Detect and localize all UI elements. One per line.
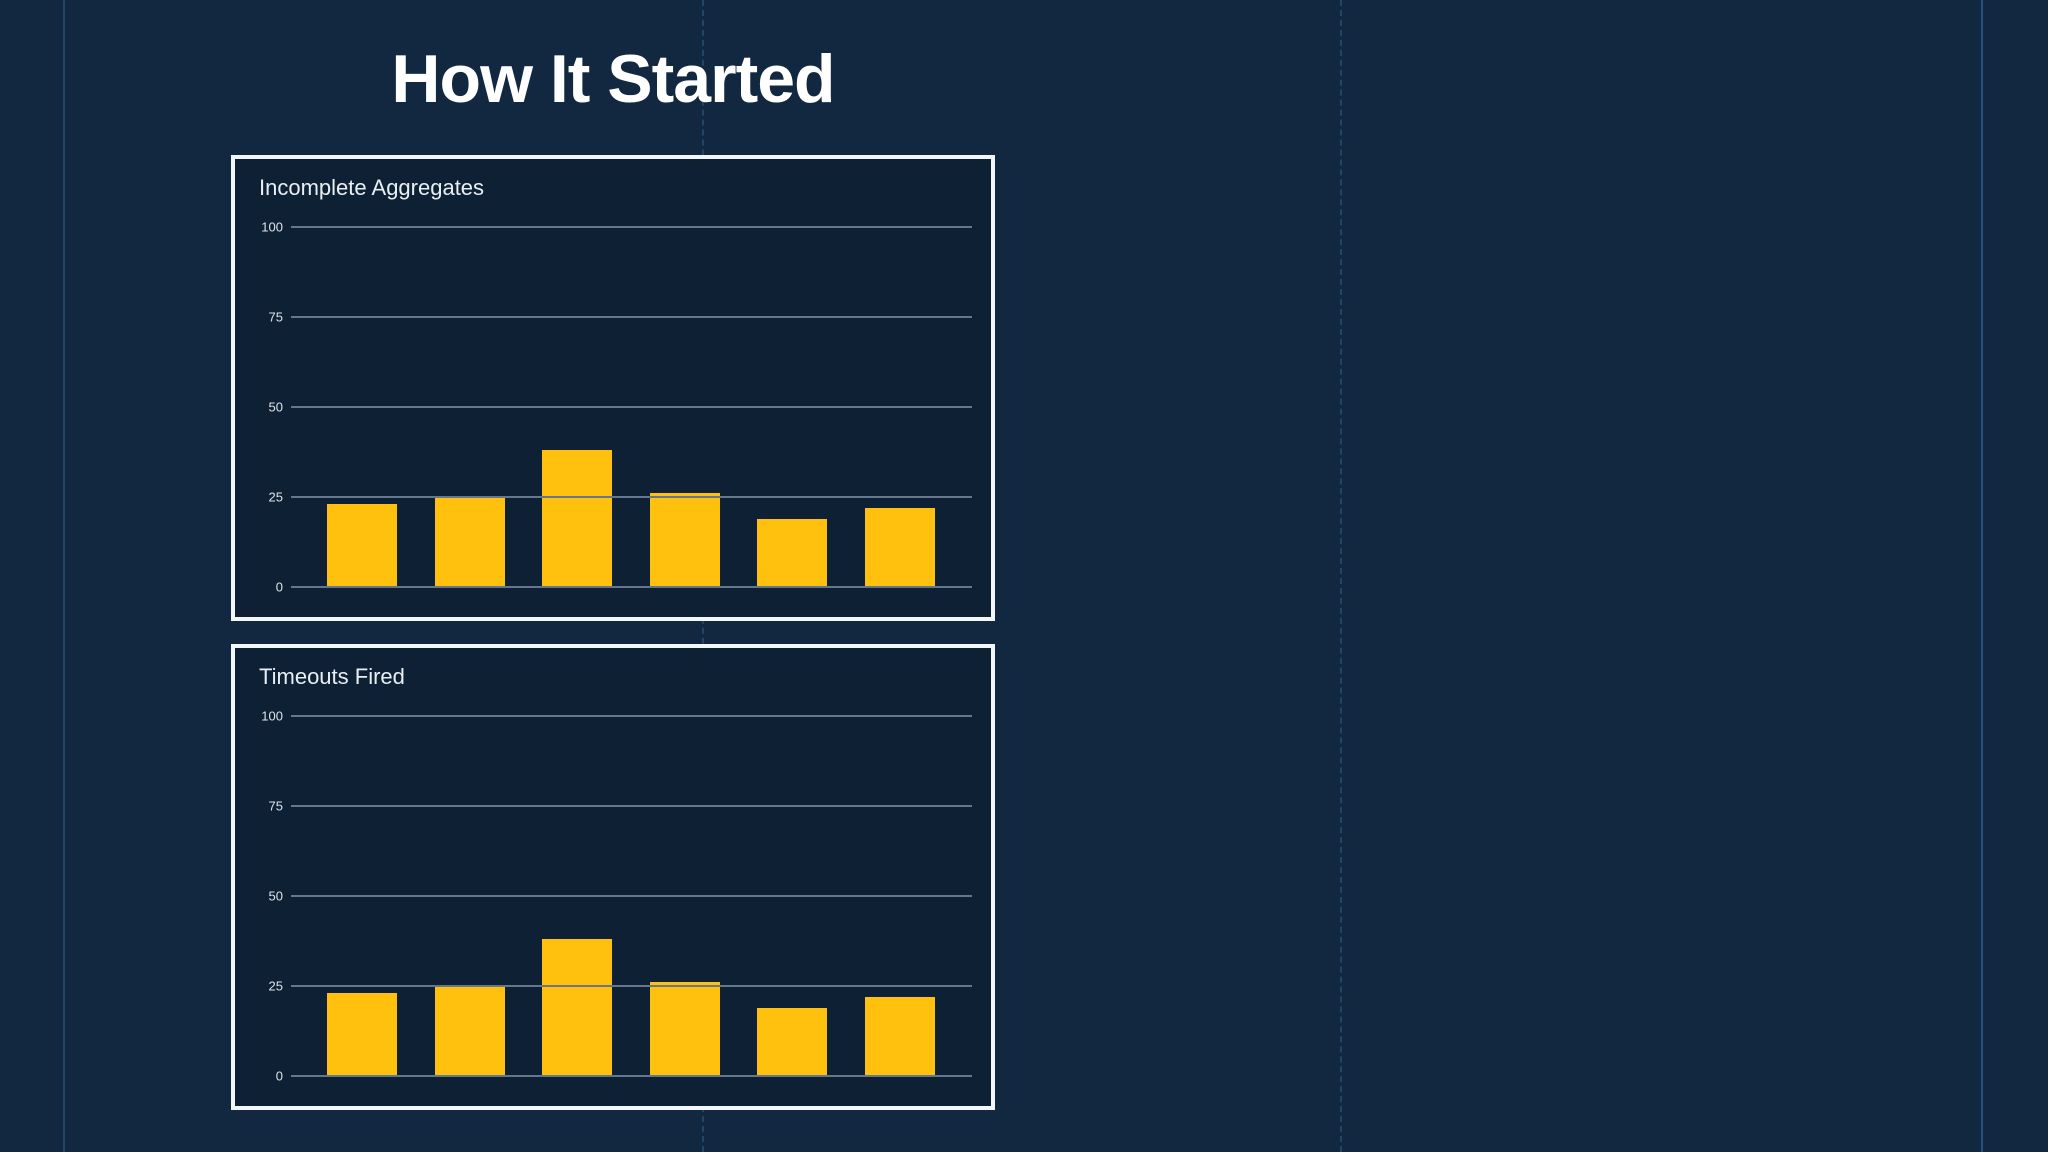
bar-2: [434, 497, 505, 587]
y-tick-label-0: 0: [275, 579, 283, 595]
y-tick-label-100: 100: [261, 219, 283, 235]
page-title[interactable]: How It Started: [391, 41, 835, 117]
chart-panel[interactable]: Incomplete Aggregates 0 25 50 75 100: [231, 155, 995, 621]
y-tick-label-50: 50: [268, 399, 283, 415]
gridline-100: [291, 226, 972, 228]
gridline-100: [291, 715, 972, 717]
bar-1: [327, 504, 397, 587]
gridline-0: [291, 1075, 972, 1077]
gridline-50: [291, 406, 972, 408]
bar-chart-plot: 0 25 50 75 100: [235, 220, 972, 595]
gridline-50: [291, 895, 972, 897]
y-tick-label-25: 25: [268, 489, 283, 505]
bar-chart-plot: 0 25 50 75 100: [235, 709, 972, 1084]
bar-3: [542, 450, 612, 587]
gridline-75: [291, 316, 972, 318]
bar-4: [649, 982, 720, 1076]
gridline-25: [291, 985, 972, 987]
bar-6: [864, 507, 935, 587]
gridline-0: [291, 586, 972, 588]
layout-guide-left: [63, 0, 65, 1152]
chart-title: Timeouts Fired: [259, 664, 405, 689]
y-tick-label-100: 100: [261, 708, 283, 724]
layout-guide-right: [1981, 0, 1983, 1152]
bar-5: [757, 1007, 827, 1076]
bar-4: [649, 493, 720, 587]
y-tick-label-0: 0: [275, 1068, 283, 1084]
bar-5: [757, 518, 827, 587]
bar-3: [542, 939, 612, 1076]
y-tick-label-75: 75: [268, 798, 283, 814]
bar-6: [864, 996, 935, 1076]
chart-title: Incomplete Aggregates: [259, 175, 485, 200]
y-tick-label-50: 50: [268, 888, 283, 904]
y-tick-label-75: 75: [268, 309, 283, 325]
layout-guide-column-2: [1340, 0, 1342, 1152]
y-tick-label-25: 25: [268, 978, 283, 994]
bar-2: [434, 986, 505, 1076]
gridline-75: [291, 805, 972, 807]
bar-1: [327, 993, 397, 1076]
gridline-25: [291, 496, 972, 498]
chart-panel[interactable]: Timeouts Fired 0 25 50 75 100: [231, 644, 995, 1110]
